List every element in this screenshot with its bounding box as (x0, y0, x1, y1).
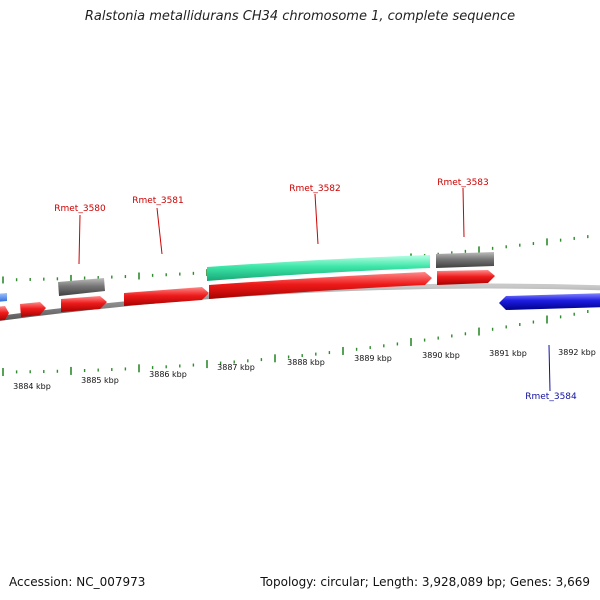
scale-label: 3886 kbp (149, 370, 187, 379)
forward-cds-arrow (209, 272, 432, 299)
forward-cds-arrow (124, 287, 209, 306)
forward-cds-arrow (0, 306, 9, 321)
accession-text: Accession: NC_007973 (9, 575, 146, 589)
scale-label: 3885 kbp (81, 376, 119, 385)
gene-label-rmet-3583[interactable]: Rmet_3583 (437, 178, 489, 188)
scale-label: 3890 kbp (422, 351, 460, 360)
scale-labels: 3884 kbp 3885 kbp 3886 kbp 3887 kbp 3888… (13, 348, 596, 391)
forward-cds-arrow (437, 270, 495, 285)
scale-label: 3892 kbp (558, 348, 596, 357)
scale-label: 3887 kbp (217, 363, 255, 372)
sequence-summary-text: Topology: circular; Length: 3,928,089 bp… (260, 575, 590, 589)
map-title: Ralstonia metallidurans CH34 chromosome … (84, 9, 516, 24)
reverse-cds-arrow (499, 293, 600, 310)
scale-tick-ring (2, 310, 589, 376)
gene-labels: Rmet_3580 Rmet_3581 Rmet_3582 Rmet_3583 … (54, 178, 577, 402)
leader-line (78, 214, 81, 265)
leader-line (156, 207, 163, 255)
gene-label-rmet-3584[interactable]: Rmet_3584 (525, 392, 577, 402)
scale-label: 3884 kbp (13, 382, 51, 391)
gene-label-rmet-3581[interactable]: Rmet_3581 (132, 196, 184, 206)
leader-line (314, 193, 319, 245)
forward-cds-arrow (20, 302, 46, 317)
forward-tick-ring (2, 235, 589, 284)
rna-feature (207, 255, 430, 281)
scale-label: 3891 kbp (489, 349, 527, 358)
reverse-cds-row (0, 293, 600, 310)
reverse-cds-arrow (0, 293, 7, 302)
gray-feature-row (58, 252, 494, 296)
scale-label: 3889 kbp (354, 354, 392, 363)
gray-feature (58, 278, 105, 296)
gene-label-leaders (78, 187, 551, 392)
gray-feature (436, 252, 494, 268)
gene-label-rmet-3580[interactable]: Rmet_3580 (54, 204, 106, 214)
leader-line (548, 344, 551, 392)
forward-cds-arrow (61, 296, 107, 312)
leader-line (462, 187, 465, 238)
forward-cds-row (0, 270, 495, 321)
gene-label-rmet-3582[interactable]: Rmet_3582 (289, 184, 341, 194)
scale-label: 3888 kbp (287, 358, 325, 367)
